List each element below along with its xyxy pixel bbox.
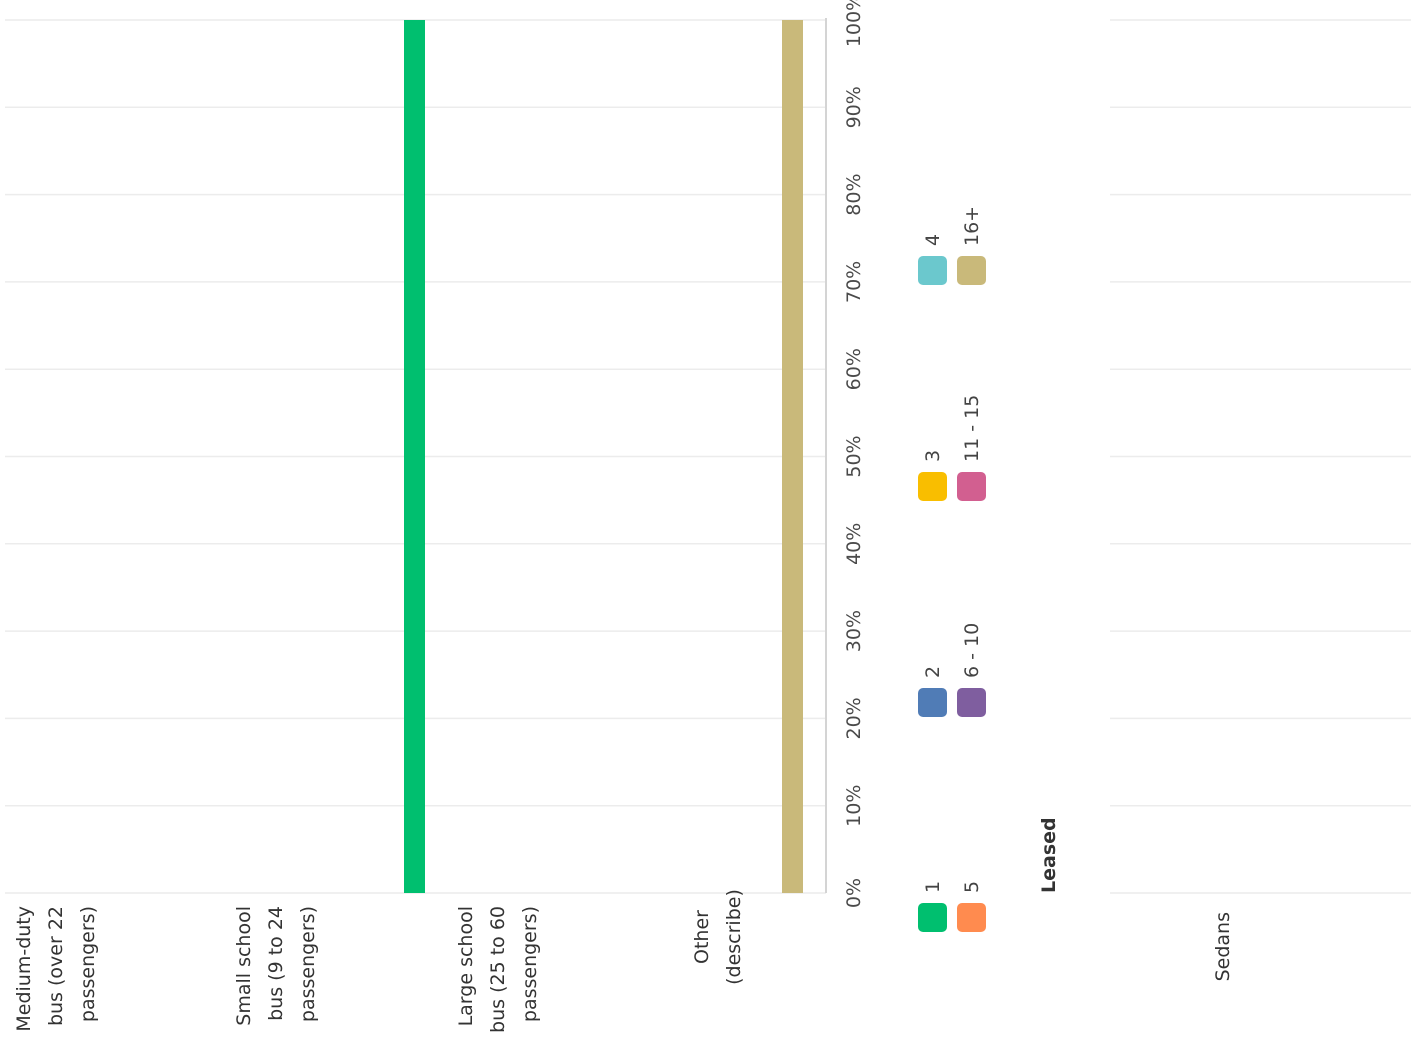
leased-title: Leased <box>1038 817 1060 893</box>
legend-item-4[interactable]: 4 <box>918 234 947 285</box>
legend-swatch[interactable] <box>918 688 947 717</box>
legend-swatch[interactable] <box>918 472 947 501</box>
legend-item-3[interactable]: 3 <box>918 450 947 501</box>
legend-item-6-10[interactable]: 6 - 10 <box>957 623 986 717</box>
category-label: bus (25 to 60 <box>487 906 509 1033</box>
category-label: (describe) <box>723 889 745 985</box>
legend-label: 11 - 15 <box>961 395 983 462</box>
tick-label: 100% <box>843 0 865 47</box>
tick-label: 20% <box>843 697 865 739</box>
category-label: passengers) <box>77 906 99 1022</box>
tick-label: 40% <box>843 523 865 565</box>
tick-label: 30% <box>843 610 865 652</box>
legend-item-16+[interactable]: 16+ <box>957 206 986 285</box>
leased-grid-lines <box>1110 19 1411 894</box>
bar-1-cat2[interactable] <box>404 20 425 893</box>
legend-label: 16+ <box>961 206 983 246</box>
category-label: Other <box>691 910 713 964</box>
legend-swatch[interactable] <box>957 688 986 717</box>
category-label: passengers) <box>519 906 541 1022</box>
legend-swatch[interactable] <box>918 903 947 932</box>
legend-item-1[interactable]: 1 <box>918 881 947 932</box>
legend-swatch[interactable] <box>957 472 986 501</box>
legend-swatch[interactable] <box>957 903 986 932</box>
category-label: bus (9 to 24 <box>265 906 287 1021</box>
legend-item-5[interactable]: 5 <box>957 881 986 932</box>
category-label: Small school <box>233 906 255 1026</box>
category-label: passengers) <box>297 906 319 1022</box>
category-labels: Medium-duty bus (over 22 passengers) Small … <box>13 889 745 1033</box>
legend-label: 3 <box>922 450 944 462</box>
tick-label: 90% <box>843 86 865 128</box>
legend-swatch[interactable] <box>957 256 986 285</box>
tick-label: 80% <box>843 173 865 215</box>
category-label: bus (over 22 <box>45 906 67 1026</box>
category-label-sedans: Sedans <box>1212 912 1234 981</box>
legend-label: 5 <box>961 881 983 893</box>
legend-label: 1 <box>922 881 944 893</box>
legend-label: 4 <box>922 234 944 246</box>
category-label: Medium-duty <box>13 906 35 1032</box>
tick-label: 60% <box>843 348 865 390</box>
tick-label: 10% <box>843 785 865 827</box>
tick-label: 0% <box>843 878 865 908</box>
legend[interactable]: 1 2 3 4 5 6 - 10 11 - 15 16+ <box>918 206 986 932</box>
category-label: Large school <box>455 906 477 1026</box>
bars <box>404 20 803 893</box>
legend-label: 6 - 10 <box>961 623 983 678</box>
legend-item-2[interactable]: 2 <box>918 666 947 717</box>
legend-item-11-15[interactable]: 11 - 15 <box>957 395 986 501</box>
legend-label: 2 <box>922 666 944 678</box>
tick-label: 50% <box>843 435 865 477</box>
tick-labels: 0% 10% 20% 30% 40% 50% 60% 70% 80% 90% 100% <box>843 0 865 908</box>
tick-label: 70% <box>843 261 865 303</box>
bar-16+-cat3[interactable] <box>782 20 803 893</box>
legend-swatch[interactable] <box>918 256 947 285</box>
